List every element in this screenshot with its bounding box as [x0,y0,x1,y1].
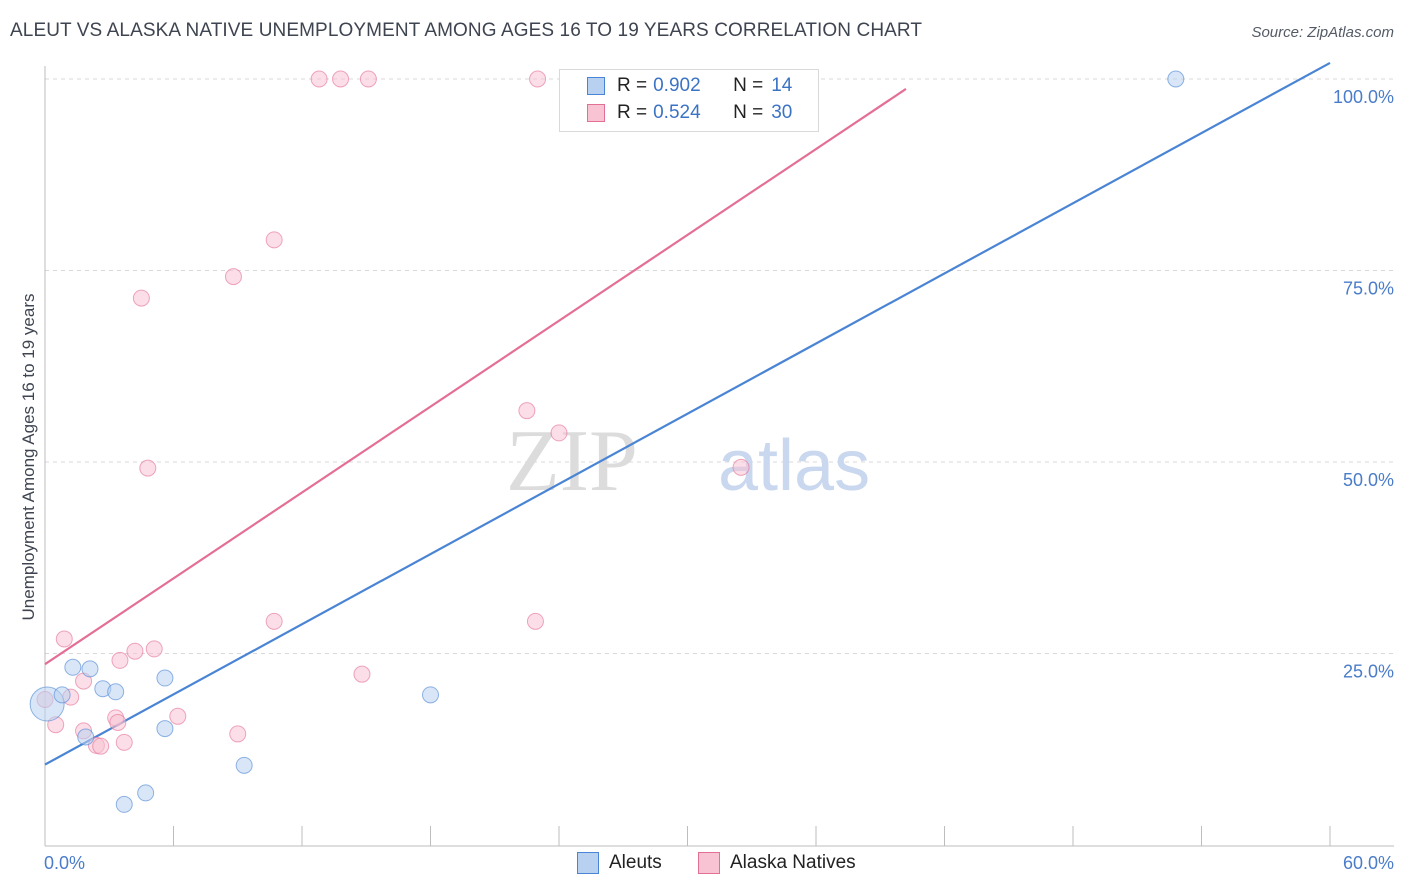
point-alaska-natives[interactable] [55,630,73,648]
y-tick-label: 100.0% [1333,87,1394,107]
source-label: Source: ZipAtlas.com [1251,24,1394,41]
point-aleuts[interactable] [115,795,133,813]
y-tick-label: 75.0% [1343,279,1394,299]
point-alaska-natives[interactable] [265,231,283,249]
point-aleuts[interactable] [81,660,99,678]
aleuts-legend-swatch [577,852,599,874]
aleuts-swatch [587,77,605,95]
series-legend: Aleuts Alaska Natives [0,852,1406,876]
point-aleuts[interactable] [422,686,439,704]
point-alaska-natives[interactable] [126,642,144,660]
r-value: 0.524 [653,102,701,123]
point-aleuts[interactable] [77,728,95,746]
point-aleuts[interactable] [235,756,253,774]
point-alaska-natives[interactable] [359,70,377,88]
alaska-natives-legend-swatch [698,852,720,874]
point-alaska-natives[interactable] [526,612,544,630]
point-alaska-natives[interactable] [529,70,547,88]
legend-item-alaska-natives[interactable]: Alaska Natives [698,852,856,874]
point-alaska-natives[interactable] [732,458,750,476]
trend-line-aleuts [44,61,1331,766]
point-alaska-natives[interactable] [332,70,350,88]
correlation-legend: R = 0.902 N = 14 R = 0.524 N = 30 [559,69,819,132]
point-aleuts[interactable] [107,683,125,701]
point-alaska-natives[interactable] [265,612,283,630]
r-label: R = [617,75,648,96]
legend-label-alaska-natives: Alaska Natives [730,852,856,873]
point-aleuts[interactable] [64,658,82,676]
r-label: R = [617,102,648,123]
point-alaska-natives[interactable] [518,402,536,420]
point-alaska-natives[interactable] [310,70,328,88]
point-aleuts[interactable] [156,720,174,738]
x-tick-label-max: 60.0% [1343,853,1394,873]
chart-title: ALEUT VS ALASKA NATIVE UNEMPLOYMENT AMON… [10,20,923,41]
tick-labels: 0.0% 60.0% 25.0% 50.0% 75.0% 100.0% [44,87,1394,873]
point-alaska-natives[interactable] [115,733,133,751]
point-alaska-natives[interactable] [169,707,187,725]
r-value: 0.902 [653,75,701,96]
x-tick-label-min: 0.0% [44,853,85,873]
legend-item-aleuts[interactable]: Aleuts [577,852,662,874]
point-aleuts[interactable] [1167,70,1185,88]
alaska-natives-swatch [587,104,605,122]
trend-lines [44,61,1331,766]
n-label: N = [733,102,764,123]
point-alaska-natives[interactable] [109,713,127,731]
point-alaska-natives[interactable] [139,459,157,477]
point-alaska-natives[interactable] [550,424,568,442]
trend-line-alaska-natives [44,88,907,666]
point-aleuts[interactable] [156,669,174,687]
point-alaska-natives[interactable] [224,268,242,286]
y-tick-label: 50.0% [1343,470,1394,490]
watermark-zip: ZIP [506,413,638,510]
point-alaska-natives[interactable] [132,289,150,307]
n-value: 14 [771,75,793,96]
legend-row-alaska-natives: R = 0.524 N = 30 [587,101,792,125]
y-tick-label: 25.0% [1343,662,1394,682]
legend-label-aleuts: Aleuts [609,852,662,873]
n-label: N = [733,75,764,96]
point-alaska-natives[interactable] [229,725,247,743]
point-alaska-natives[interactable] [353,665,371,683]
n-value: 30 [771,102,793,123]
watermark: ZIP atlas [506,413,870,510]
point-alaska-natives[interactable] [111,651,129,669]
point-aleuts[interactable] [137,784,155,802]
data-points [29,70,1185,813]
gridlines [45,78,1394,654]
point-alaska-natives[interactable] [145,640,163,658]
point-aleuts[interactable] [53,686,71,704]
legend-row-aleuts: R = 0.902 N = 14 [587,74,792,98]
point-alaska-natives[interactable] [92,737,110,755]
